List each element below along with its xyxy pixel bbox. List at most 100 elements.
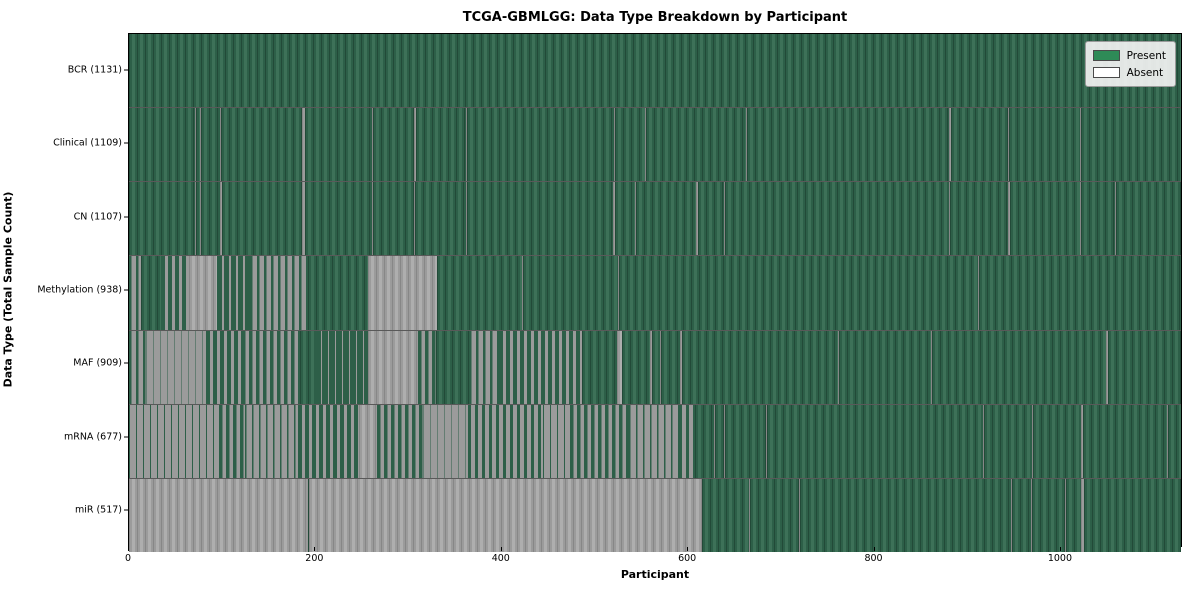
segment-present (1081, 108, 1181, 182)
segment-present (304, 182, 372, 256)
segment-present (838, 330, 931, 404)
segment-absent (413, 108, 417, 182)
x-tick-label-800: 800 (864, 553, 883, 564)
segment-absent (465, 182, 467, 256)
x-tick-label-0: 0 (124, 553, 132, 564)
segment-absent (228, 108, 230, 182)
y-axis: BCR (1131) Clinical (1109) CN (1107) Methyl… (0, 33, 128, 547)
segment-absent (371, 108, 373, 182)
x-tickmark (128, 547, 129, 551)
segment-present (681, 330, 838, 404)
segment-absent (949, 182, 951, 256)
segment-absent (413, 182, 416, 256)
segment-present (195, 182, 200, 256)
segment-present (615, 182, 635, 256)
y-tickmark (124, 509, 128, 511)
segment-present (1033, 404, 1081, 478)
x-tick-label-1000: 1000 (1047, 553, 1072, 564)
segment-present (466, 108, 614, 182)
segment-present (725, 404, 767, 478)
segment-present (931, 330, 1106, 404)
y-tick-label-CN: CN (1107) (73, 211, 122, 223)
segment-present (698, 182, 725, 256)
segment-absent (1010, 478, 1012, 552)
segment-absent (766, 404, 768, 478)
segment-present (222, 182, 229, 256)
segment-absent (1007, 108, 1009, 182)
segment-absent (195, 182, 196, 256)
segment-present (621, 330, 650, 404)
segment-present (435, 330, 470, 404)
segment-absent (199, 182, 201, 256)
segment-present (221, 108, 229, 182)
segment-absent (745, 108, 747, 182)
y-tickmark (124, 362, 128, 364)
segment-present (372, 182, 414, 256)
legend-item-present: Present (1092, 47, 1166, 64)
segment-absent (949, 108, 952, 182)
segment-absent (724, 404, 726, 478)
segment-absent (1105, 330, 1108, 404)
segment-present (701, 478, 750, 552)
row-Clinical (129, 108, 1181, 183)
segment-present (1083, 404, 1168, 478)
legend-label-present: Present (1126, 49, 1166, 62)
segment-absent (199, 108, 201, 182)
segment-absent (228, 182, 230, 256)
segment-present (129, 34, 1181, 108)
segment-absent (220, 108, 222, 182)
segment-mixed (206, 330, 242, 404)
segment-mixed (241, 330, 301, 404)
segment-present (1115, 182, 1181, 256)
y-tick-label-Clinical: Clinical (1109) (53, 137, 122, 149)
segment-absent (302, 108, 305, 182)
segment-mixed (245, 404, 299, 478)
segment-absent (368, 256, 437, 330)
segment-mixed (467, 404, 543, 478)
segment-mixed (145, 330, 207, 404)
x-tickmark (687, 547, 689, 551)
segment-present (523, 256, 619, 330)
segment-present (415, 182, 466, 256)
x-tickmark (1059, 547, 1061, 551)
segment-present (1008, 108, 1080, 182)
segment-present (661, 330, 680, 404)
segment-absent (696, 182, 699, 256)
segment-absent (617, 330, 622, 404)
segment-absent (368, 330, 419, 404)
segment-absent (749, 478, 751, 552)
segment-mixed (418, 330, 436, 404)
segment-present (635, 182, 697, 256)
segment-present (1009, 182, 1080, 256)
segment-absent (1031, 478, 1033, 552)
segment-present (581, 330, 618, 404)
segment-absent (1007, 182, 1010, 256)
legend: Present Absent (1084, 41, 1176, 87)
segment-present (1107, 330, 1181, 404)
x-tick-label-400: 400 (491, 553, 510, 564)
x-tickmark (500, 547, 502, 551)
segment-present (767, 404, 983, 478)
segment-absent (308, 478, 702, 552)
chart-title: TCGA-GBMLGG: Data Type Breakdown by Part… (462, 10, 848, 25)
segment-mixed (160, 256, 189, 330)
segment-present (307, 478, 309, 552)
segment-mixed (678, 404, 695, 478)
segment-absent (1081, 478, 1085, 552)
x-tick-label-600: 600 (678, 553, 697, 564)
segment-mixed (129, 404, 220, 478)
segment-absent (714, 404, 715, 478)
segment-absent (837, 330, 839, 404)
segment-present (614, 108, 646, 182)
segment-absent (660, 330, 662, 404)
segment-absent (1114, 182, 1116, 256)
segment-present (1011, 478, 1032, 552)
y-tickmark (124, 216, 128, 218)
segment-absent (358, 404, 378, 478)
segment-absent (1080, 404, 1084, 478)
segment-present (950, 182, 1008, 256)
segment-absent (649, 330, 652, 404)
segment-mixed (249, 256, 308, 330)
segment-absent (465, 108, 467, 182)
